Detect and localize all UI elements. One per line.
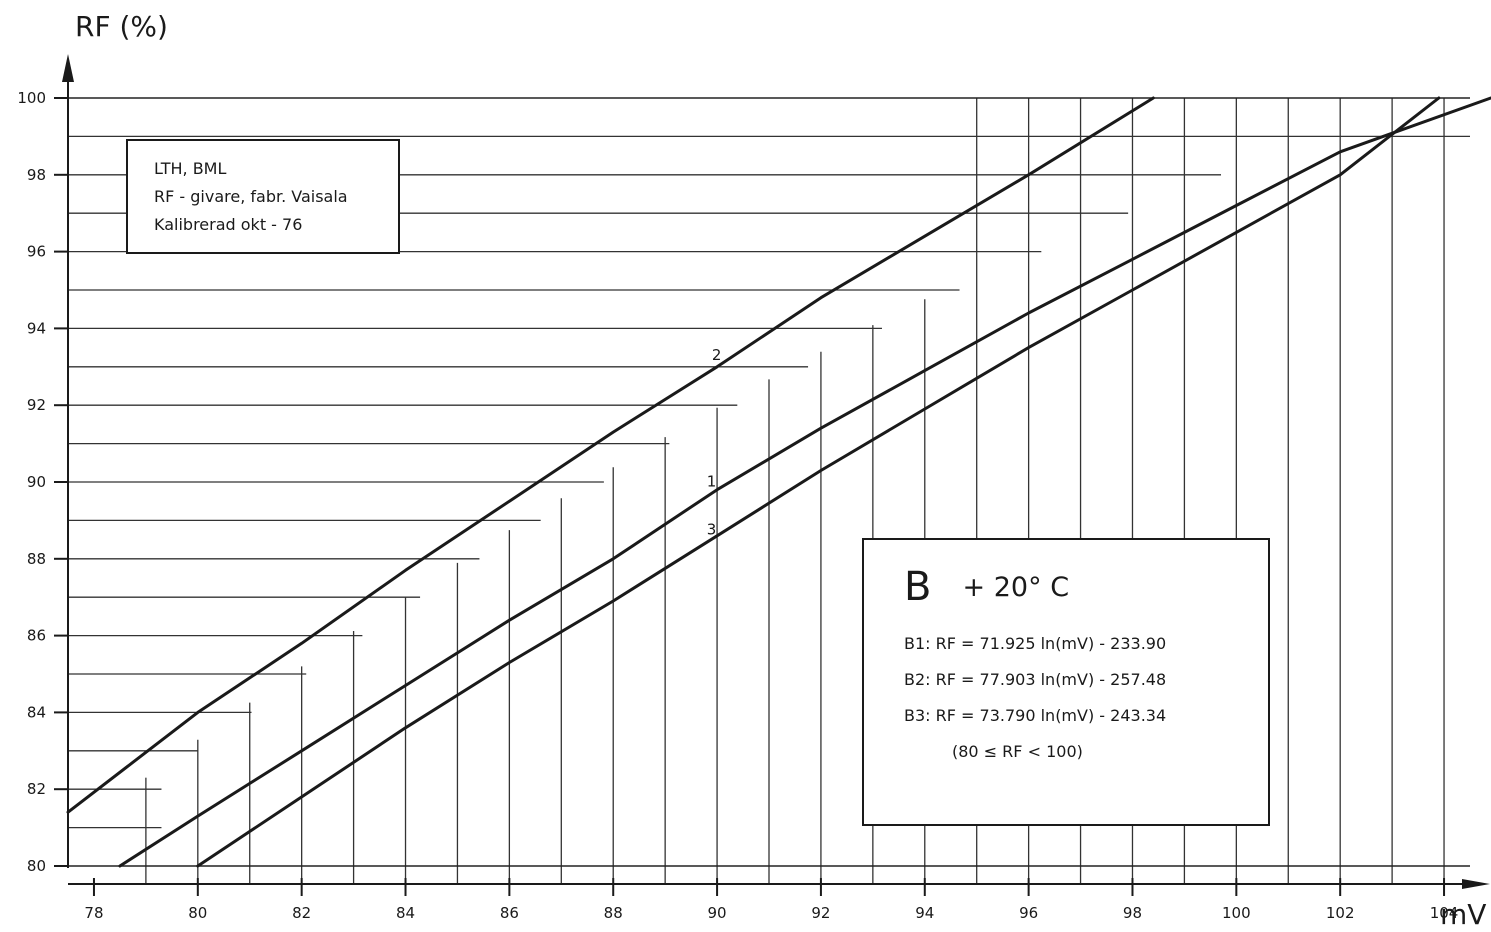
series-labels: 1 2 3 — [707, 346, 722, 538]
series-label-3: 3 — [707, 520, 717, 538]
y-tick-label: 96 — [27, 243, 46, 261]
series-line-1 — [118, 96, 1491, 868]
chart-axes: RF (%) mV — [62, 10, 1490, 931]
info-box: LTH, BML RF - givare, fabr. Vaisala Kali… — [126, 139, 400, 254]
y-tick-label: 86 — [27, 627, 46, 645]
x-tick-label: 90 — [708, 904, 727, 922]
equation-box: B + 20° C B1: RF = 71.925 ln(mV) - 233.9… — [862, 538, 1270, 826]
series-line-3 — [196, 96, 1441, 868]
x-tick-label: 100 — [1222, 904, 1251, 922]
equation-list: B1: RF = 71.925 ln(mV) - 233.90 B2: RF =… — [904, 626, 1268, 734]
x-tick-label: 104 — [1430, 904, 1459, 922]
equation-b3: B3: RF = 73.790 ln(mV) - 243.34 — [904, 706, 1167, 725]
equation-b1: B1: RF = 71.925 ln(mV) - 233.90 — [904, 634, 1167, 653]
sensor-letter: B — [904, 564, 932, 610]
temperature-label: + 20° C — [962, 571, 1070, 603]
x-tick-label: 86 — [500, 904, 519, 922]
series-curves — [66, 96, 1491, 868]
y-tick-label: 100 — [17, 89, 46, 107]
x-tick-label: 96 — [1019, 904, 1038, 922]
x-tick-label: 102 — [1326, 904, 1355, 922]
x-tick-label: 78 — [84, 904, 103, 922]
info-line-calibrated: Kalibrerad okt - 76 — [154, 215, 303, 234]
series-label-2: 2 — [712, 346, 722, 364]
y-axis-arrow-icon — [62, 54, 74, 82]
info-line-sensor: RF - givare, fabr. Vaisala — [154, 187, 348, 206]
y-tick-label: 80 — [27, 857, 46, 875]
y-tick-label: 90 — [27, 473, 46, 491]
x-tick-label: 82 — [292, 904, 311, 922]
range-note: (80 ≤ RF < 100) — [952, 742, 1083, 761]
tick-labels: 78 80 82 84 86 88 90 92 94 96 98 100 102 104 80 82 84 86 8… — [17, 89, 1458, 922]
series-label-1: 1 — [707, 473, 717, 491]
y-tick-label: 94 — [27, 319, 46, 337]
x-axis-arrow-icon — [1462, 879, 1490, 889]
chart-grid — [68, 97, 1470, 884]
info-line-lab: LTH, BML — [154, 159, 227, 178]
series-line-2 — [66, 96, 1155, 814]
x-tick-label: 98 — [1123, 904, 1142, 922]
y-tick-label: 82 — [27, 780, 46, 798]
x-tick-label: 94 — [915, 904, 934, 922]
x-tick-label: 80 — [188, 904, 207, 922]
y-tick-label: 92 — [27, 396, 46, 414]
x-tick-label: 92 — [811, 904, 830, 922]
x-tick-label: 84 — [396, 904, 415, 922]
equation-box-header: B + 20° C — [904, 564, 1268, 610]
equation-b2: B2: RF = 77.903 ln(mV) - 257.48 — [904, 670, 1167, 689]
y-tick-label: 98 — [27, 166, 46, 184]
y-tick-label: 88 — [27, 550, 46, 568]
x-tick-label: 88 — [604, 904, 623, 922]
y-axis-title: RF (%) — [75, 10, 168, 43]
x-axis-title: mV — [1440, 898, 1486, 931]
y-tick-label: 84 — [27, 703, 46, 721]
